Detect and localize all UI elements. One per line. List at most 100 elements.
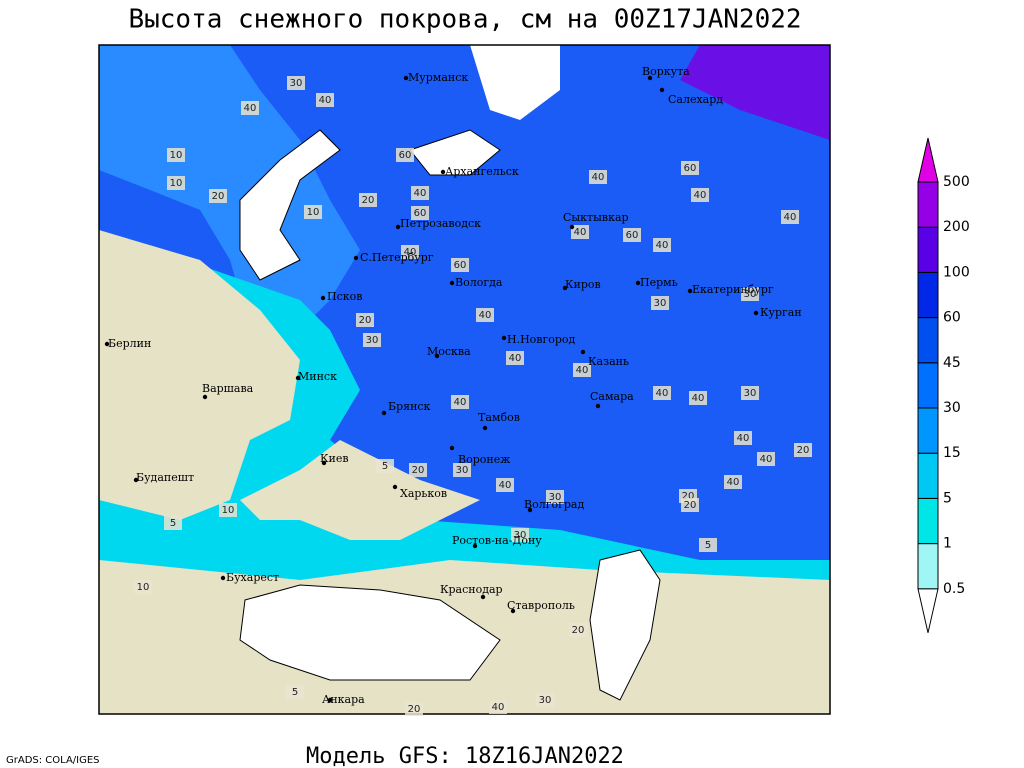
city-label: Киев [320,452,349,465]
city-label: Воронеж [458,453,510,466]
contour-label: 30 [366,335,379,346]
contour-label: 10 [170,178,183,189]
city-label: Варшава [202,382,254,395]
city-label: Пермь [640,276,678,289]
city-dot [687,288,693,294]
contour-label: 30 [290,78,303,89]
contour-label: 5 [382,461,388,472]
contour-label: 60 [684,163,697,174]
white-sea [409,129,501,176]
contour-label: 40 [414,188,427,199]
city-dot [392,484,398,490]
city-label: Казань [588,355,629,368]
contour-label-box [571,225,589,239]
contour-label-box [569,623,587,637]
contour-label-box [241,101,259,115]
colorbar-label: 500 [943,174,970,190]
contour-label-box [287,76,305,90]
colorbar-box [917,407,939,454]
city-label: Салехард [668,93,723,106]
contour-label-box [794,443,812,457]
colorbar-box [917,362,939,409]
contour-label: 60 [414,208,427,219]
colorbar-below [917,588,939,633]
contour-label: 40 [499,480,512,491]
city-label: Самара [590,390,634,403]
snow-zone [680,45,830,140]
colorbar-label: 200 [943,219,970,235]
city-label: Сыктывкар [563,211,629,224]
contour-label-box [451,395,469,409]
city-label: Будапешт [136,471,194,484]
colorbar-label: 5 [943,490,952,506]
contour-label: 40 [454,397,467,408]
city-label: Петрозаводск [400,217,481,230]
contour-label: 10 [137,582,150,593]
contour-label-box [164,516,182,530]
colorbar-label: 15 [943,445,961,461]
contour-label-box [681,498,699,512]
contour-label-box [511,528,529,542]
city-dot [321,460,327,466]
city-dot [449,445,455,451]
contour-label: 20 [797,445,810,456]
city-dot [510,608,516,614]
contour-label-box [589,170,607,184]
colorbar-box [917,317,939,364]
contour-label-box [506,351,524,365]
colorbar-box [917,271,939,319]
city-label: Тамбов [478,411,520,424]
map [98,44,831,715]
contour-label-box [476,308,494,322]
colorbar-label: 1 [943,536,952,552]
city-label: Брянск [388,400,431,413]
contour-label-box [724,475,742,489]
title: Высота снежного покрова, см на 00Z17JAN2… [128,5,801,35]
colorbar-box [917,181,939,228]
colorbar-box [917,226,939,273]
city-label: Краснодар [440,583,503,596]
colorbar-box [917,497,939,545]
contour-label-box [453,463,471,477]
city-label: Н.Новгород [507,333,576,346]
contour-label: 5 [705,540,711,551]
contour-label-box [691,188,709,202]
city-dot [753,310,759,316]
city-dot [104,341,110,347]
credit: GrADS: COLA/IGES [6,755,100,766]
contour-label-box [623,228,641,242]
contour-label: 40 [656,388,669,399]
city-dot [133,477,139,483]
contour-label-box [757,452,775,466]
city-dot [580,349,586,355]
contour-label: 30 [744,289,757,300]
city-dot [635,280,641,286]
baltic-sea [239,129,341,281]
contour-label-box [741,287,759,301]
colorbar-label: 0.5 [943,581,965,597]
contour-label-box [405,702,423,716]
city-label: Харьков [400,487,447,500]
city-dot [434,353,440,359]
contour-label-box [376,459,394,473]
city-label: Вологда [455,276,503,289]
contour-label: 10 [170,150,183,161]
contour-label-box [401,245,419,259]
city-dot [595,403,601,409]
contour-label: 40 [592,172,605,183]
contour-label: 20 [572,625,585,636]
city-dot [353,255,359,261]
contour-label-box [741,386,759,400]
city-label: Ростов-на-Дону [452,534,542,547]
contour-label: 30 [456,465,469,476]
colorbar-box [917,543,939,590]
contour-label-box [304,205,322,219]
city-label: Минск [298,370,337,383]
contour-label: 40 [692,393,705,404]
contour-label: 30 [539,695,552,706]
contour-label: 5 [170,518,176,529]
contour-label: 40 [694,190,707,201]
contour-label-box [316,93,334,107]
contour-label: 10 [307,207,320,218]
colorbar-label: 60 [943,310,961,326]
